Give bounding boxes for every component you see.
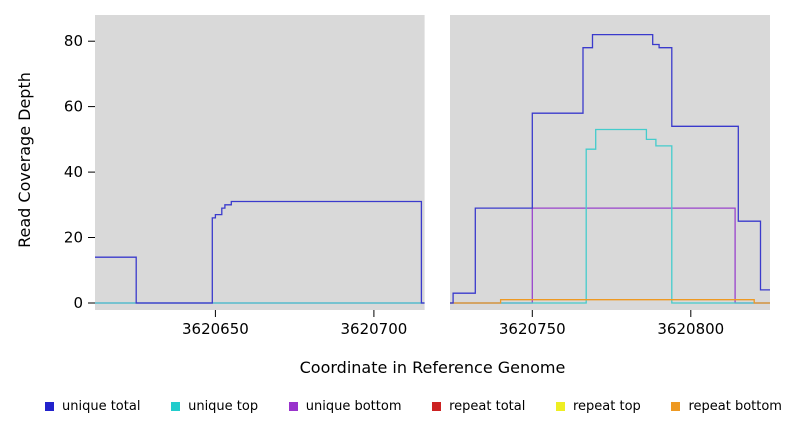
legend-label: repeat bottom bbox=[688, 399, 782, 414]
x-tick-label: 3620750 bbox=[499, 320, 566, 338]
legend-item: unique bottom bbox=[288, 399, 402, 414]
legend-item: unique top bbox=[171, 399, 258, 414]
y-tick-label: 60 bbox=[64, 98, 83, 116]
legend-label: repeat top bbox=[573, 399, 641, 414]
legend-swatch-unique-top bbox=[171, 402, 181, 411]
y-tick-label: 20 bbox=[64, 229, 83, 247]
legend-item: repeat total bbox=[432, 399, 525, 414]
y-tick-label: 0 bbox=[73, 294, 83, 312]
series-line-unique-top bbox=[95, 128, 770, 304]
legend-label: unique bottom bbox=[305, 399, 402, 414]
y-tick-label: 40 bbox=[64, 163, 83, 181]
legend-item: repeat bottom bbox=[671, 399, 782, 414]
legend-label: unique total bbox=[62, 399, 141, 414]
legend-label: unique top bbox=[188, 399, 259, 414]
y-tick-label: 80 bbox=[64, 32, 83, 50]
x-tick-label: 3620700 bbox=[340, 320, 407, 338]
x-tick-label: 3620650 bbox=[182, 320, 249, 338]
legend-swatch-repeat-bottom bbox=[671, 402, 681, 411]
legend: unique total unique top unique bottom repea… bbox=[45, 399, 782, 414]
x-tick-label: 3620800 bbox=[657, 320, 724, 338]
legend-swatch-unique-total bbox=[45, 402, 54, 411]
legend-item: unique total bbox=[45, 399, 140, 414]
series-line-repeat-bottom bbox=[449, 299, 770, 304]
no-data-gap-band bbox=[424, 15, 450, 310]
x-axis-title: Coordinate in Reference Genome bbox=[299, 358, 566, 377]
legend-swatch-unique-bottom bbox=[288, 402, 298, 411]
legend-item: repeat top bbox=[556, 399, 641, 414]
chart-canvas: 3620650 3620700 3620750 3620800 0 20 40 60 80 bbox=[64, 15, 770, 338]
y-axis-title: Read Coverage Depth bbox=[15, 72, 34, 248]
legend-swatch-repeat-top bbox=[556, 402, 565, 411]
legend-swatch-repeat-total bbox=[432, 402, 442, 411]
series-line-unique-total bbox=[95, 33, 770, 304]
legend-label: repeat total bbox=[449, 399, 526, 414]
